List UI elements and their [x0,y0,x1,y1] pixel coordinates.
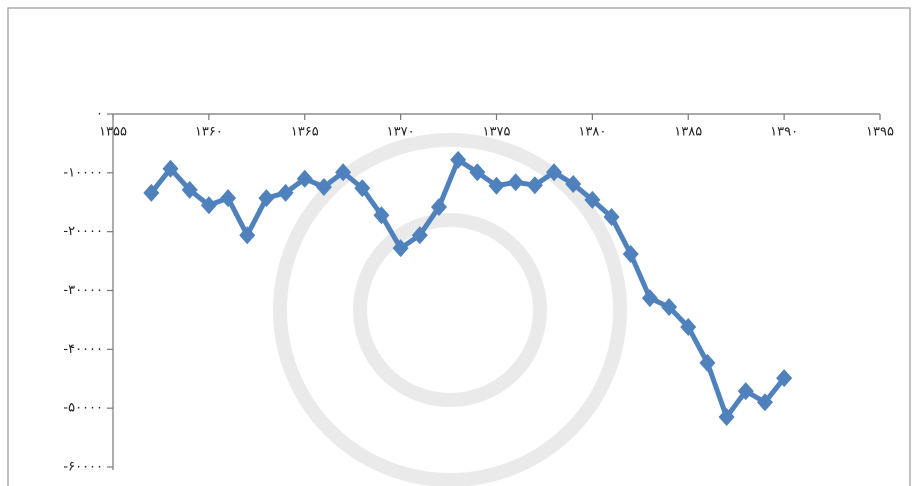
x-tick-label: ۱۳۶۰ [195,125,223,140]
chart: ۱۳۵۵ ۱۳۶۰ ۱۳۶۵ ۱۳۷۰ ۱۳۷۵ ۱۳۸۰ ۱۳۸۵ ۱۳۹۰ ۱۳۹۵ ۰ -۱۰… [0,0,914,486]
x-tick-label: ۱۳۹۵ [866,125,894,140]
y-tick-label: -۱۰۰۰۰ [63,165,103,180]
x-tick-label: ۱۳۸۰ [578,125,606,140]
marker [508,173,524,191]
frame [8,8,910,486]
y-tick-label: -۲۰۰۰۰ [63,224,103,239]
y-tick-label: -۶۰۰۰۰ [63,460,103,475]
x-tick-label: ۱۳۵۵ [99,125,127,140]
page: {"chart_data": {"type": "line", "x": [13… [0,0,914,486]
watermark [280,140,620,480]
marker [642,289,658,307]
x-tick-label: ۱۳۷۰ [387,125,415,140]
line [151,160,784,417]
x-tick-label: ۱۳۶۵ [291,125,319,140]
y-tick-label: ۰ [96,107,103,122]
x-tick-label: ۱۳۹۰ [770,125,798,140]
y-tick-label: -۵۰۰۰۰ [63,401,103,416]
y-tick-label: -۳۰۰۰۰ [63,283,103,298]
x-tick-label: ۱۳۸۵ [674,125,702,140]
x-tick-label: ۱۳۷۵ [483,125,511,140]
y-tick-label: -۴۰۰۰۰ [63,342,103,357]
